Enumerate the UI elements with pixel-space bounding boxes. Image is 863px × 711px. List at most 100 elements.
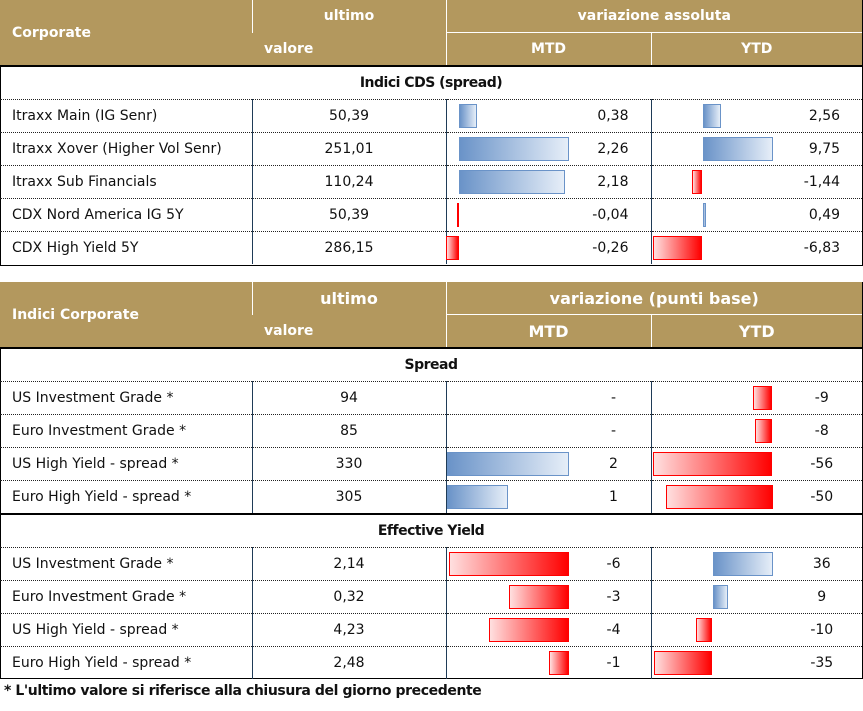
- mtd-bar: [446, 485, 508, 509]
- header-last-value: ultimo: [251, 282, 446, 315]
- ytd-value: -50: [810, 489, 834, 505]
- ytd-value: 36: [812, 556, 831, 572]
- table-row: US High Yield - spread * 4,23 -4 -10: [0, 613, 862, 647]
- ytd-bar: [712, 552, 773, 576]
- ytd-value: 2,56: [808, 108, 841, 124]
- index-name: US Investment Grade *: [0, 381, 252, 415]
- ytd-cell: -8: [650, 414, 862, 448]
- last-value: 286,15: [251, 231, 446, 264]
- ytd-value: -35: [810, 655, 834, 671]
- table-row: Itraxx Xover (Higher Vol Senr) 251,01 2,…: [0, 132, 863, 166]
- last-value: 50,39: [251, 198, 446, 232]
- mtd-cell: 2: [445, 447, 651, 481]
- ytd-bar: [695, 618, 713, 642]
- ytd-cell: -1,44: [650, 165, 863, 199]
- table-row: US Investment Grade * 94 - -9: [0, 381, 862, 415]
- ytd-value: 9,75: [808, 141, 841, 157]
- header-mtd: MTD: [445, 314, 651, 348]
- mtd-cell: -0,04: [445, 198, 651, 232]
- ytd-cell: -10: [650, 613, 862, 647]
- last-value: 110,24: [251, 165, 446, 199]
- index-name: US High Yield - spread *: [0, 447, 252, 481]
- last-value: 4,23: [251, 613, 446, 647]
- ytd-bar: [653, 236, 703, 260]
- ytd-value: -1,44: [803, 174, 841, 190]
- ytd-bar: [654, 651, 713, 675]
- mtd-bar: [445, 236, 459, 260]
- index-name: CDX High Yield 5Y: [0, 231, 252, 264]
- last-value: 85: [251, 414, 446, 448]
- ytd-cell: -50: [650, 480, 862, 514]
- mtd-cell: -3: [445, 580, 651, 614]
- mtd-value: -0,04: [592, 207, 629, 223]
- mtd-cell: -1: [445, 646, 651, 679]
- ytd-cell: -56: [650, 447, 862, 481]
- mtd-bar: [448, 552, 569, 576]
- ytd-cell: 9: [650, 580, 862, 614]
- mtd-value: -4: [606, 622, 621, 638]
- ytd-bar: [692, 170, 703, 194]
- index-name: Euro High Yield - spread *: [0, 480, 252, 514]
- table-row: Itraxx Sub Financials 110,24 2,18 -1,44: [0, 165, 863, 199]
- mtd-cell: 1: [445, 480, 651, 514]
- header-last-value-2: valore: [252, 314, 446, 348]
- mtd-value: 2,18: [597, 174, 629, 190]
- mtd-bar: [458, 104, 477, 128]
- mtd-bar: [458, 170, 565, 194]
- ytd-cell: 2,56: [650, 99, 863, 133]
- ytd-cell: -35: [650, 646, 862, 679]
- mtd-value: -3: [606, 589, 621, 605]
- corporate-indices-table: Indici Corporate ultimo variazione (punt…: [0, 282, 862, 679]
- index-name: Itraxx Xover (Higher Vol Senr): [0, 132, 252, 166]
- mtd-value: 0,38: [597, 108, 629, 124]
- ytd-bar: [753, 386, 773, 410]
- mtd-cell: -: [445, 414, 651, 448]
- mtd-bar: [548, 651, 569, 675]
- ytd-cell: -9: [650, 381, 862, 415]
- ytd-cell: 9,75: [650, 132, 863, 166]
- header-last-value-2: valore: [252, 32, 446, 66]
- table-row: Itraxx Main (IG Senr) 50,39 0,38 2,56: [0, 99, 863, 133]
- table-row: Euro Investment Grade * 85 - -8: [0, 414, 862, 448]
- table-row: Euro High Yield - spread * 305 1 -50: [0, 480, 862, 514]
- last-value: 50,39: [251, 99, 446, 133]
- mtd-value: -6: [606, 556, 621, 572]
- index-name: Euro Investment Grade *: [0, 414, 252, 448]
- last-value: 251,01: [251, 132, 446, 166]
- index-name: Itraxx Main (IG Senr): [0, 99, 252, 133]
- section-title: Effective Yield: [0, 513, 862, 548]
- mtd-bar: [458, 137, 569, 161]
- table-row: CDX Nord America IG 5Y 50,39 -0,04 0,49: [0, 198, 863, 232]
- mtd-cell: -0,26: [445, 231, 651, 264]
- ytd-cell: -6,83: [650, 231, 863, 264]
- mtd-cell: -6: [445, 547, 651, 581]
- ytd-value: 0,49: [808, 207, 841, 223]
- mtd-bar: [456, 203, 459, 227]
- ytd-bar: [712, 585, 728, 609]
- cds-table: Corporate ultimo variazione assoluta val…: [0, 0, 863, 264]
- header-name: Corporate: [0, 0, 252, 66]
- ytd-value: -56: [810, 456, 834, 472]
- index-name: Itraxx Sub Financials: [0, 165, 252, 199]
- header-ytd: YTD: [650, 314, 862, 348]
- mtd-value: -0,26: [592, 240, 629, 256]
- table-row: US High Yield - spread * 330 2 -56: [0, 447, 862, 481]
- ytd-value: -8: [814, 423, 829, 439]
- table-row: US Investment Grade * 2,14 -6 36: [0, 547, 862, 581]
- index-name: CDX Nord America IG 5Y: [0, 198, 252, 232]
- index-name: US Investment Grade *: [0, 547, 252, 581]
- footnote: * L'ultimo valore si riferisce alla chiu…: [4, 683, 482, 699]
- mtd-value: 2,26: [597, 141, 629, 157]
- header-change-group: variazione assoluta: [445, 0, 863, 33]
- mtd-value: -: [610, 423, 617, 439]
- index-name: US High Yield - spread *: [0, 613, 252, 647]
- mtd-value: -1: [606, 655, 621, 671]
- ytd-bar: [702, 137, 773, 161]
- table-row: Euro Investment Grade * 0,32 -3 9: [0, 580, 862, 614]
- mtd-cell: 2,18: [445, 165, 651, 199]
- last-value: 0,32: [251, 580, 446, 614]
- header-last-value: ultimo: [251, 0, 446, 33]
- ytd-bar: [665, 485, 773, 509]
- mtd-bar: [508, 585, 569, 609]
- mtd-cell: 2,26: [445, 132, 651, 166]
